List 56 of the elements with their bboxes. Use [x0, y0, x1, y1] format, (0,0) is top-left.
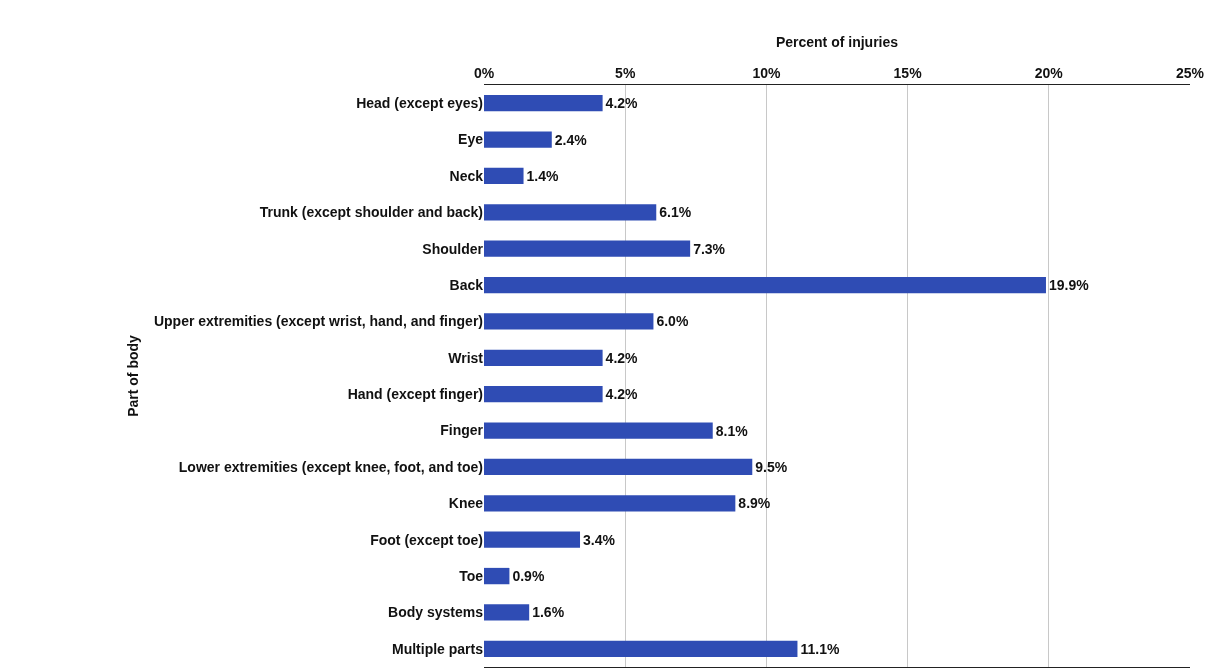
- bar: [484, 531, 581, 548]
- x-tick-label: 5%: [615, 65, 636, 82]
- x-tick-label: 15%: [893, 65, 923, 82]
- y-tick-label: Upper extremities (except wrist, hand, and finger): [153, 313, 483, 330]
- bar: [484, 313, 654, 330]
- y-tick-label: Foot (except toe): [370, 531, 483, 548]
- bar: [484, 640, 798, 657]
- data-label: 1.4%: [526, 167, 559, 184]
- bar: [484, 386, 603, 403]
- data-label: 6.0%: [656, 313, 689, 330]
- y-tick-label: Multiple parts: [391, 640, 484, 657]
- y-tick-label: Body systems: [388, 604, 484, 621]
- y-tick-label: Eye: [458, 131, 484, 148]
- y-tick-label: Toe: [459, 567, 484, 584]
- bar: [484, 458, 753, 476]
- data-label: 9.5%: [755, 458, 788, 475]
- bar: [484, 422, 713, 439]
- x-tick-label: 20%: [1034, 65, 1064, 82]
- y-tick-label: Knee: [448, 495, 484, 512]
- data-label: 8.1%: [715, 422, 749, 439]
- bar: [484, 95, 603, 112]
- data-label: 7.3%: [693, 240, 726, 257]
- data-label: 3.4%: [583, 531, 616, 548]
- data-label: 4.2%: [605, 349, 639, 366]
- data-label: 11.1%: [800, 640, 840, 657]
- data-label: 4.2%: [605, 386, 639, 403]
- bar: [484, 495, 736, 512]
- bar: [484, 167, 524, 185]
- y-tick-label: Finger: [440, 422, 484, 439]
- data-label: 4.2%: [605, 95, 639, 112]
- data-label: 19.9%: [1048, 277, 1090, 294]
- bar: [484, 131, 552, 148]
- bar: [484, 240, 691, 257]
- bar: [484, 204, 657, 221]
- bar: [484, 604, 530, 621]
- y-tick-label: Neck: [449, 167, 484, 184]
- y-tick-label: Head (except eyes): [356, 95, 483, 112]
- bar: [484, 276, 1046, 294]
- bar: [484, 567, 510, 585]
- y-axis-title: Part of body: [124, 334, 141, 417]
- y-tick-label: Hand (except finger): [347, 386, 483, 403]
- x-tick-label: 25%: [1175, 65, 1205, 82]
- y-tick-label: Trunk (except shoulder and back): [259, 204, 483, 221]
- y-tick-label: Back: [449, 276, 484, 293]
- x-tick-label: 10%: [752, 65, 781, 82]
- y-tick-label: Lower extremities (except knee, foot, and toe): [178, 458, 483, 475]
- y-tick-label: Wrist: [448, 349, 484, 366]
- x-axis-title: Percent of injuries: [775, 34, 899, 50]
- data-label: 1.6%: [532, 604, 565, 621]
- data-label: 2.4%: [554, 131, 588, 148]
- data-label: 0.9%: [512, 568, 545, 585]
- y-tick-label: Shoulder: [422, 240, 484, 257]
- data-label: 6.1%: [659, 204, 692, 221]
- bar: [484, 349, 603, 366]
- x-tick-label: 0%: [473, 65, 495, 82]
- data-label: 8.9%: [738, 495, 771, 512]
